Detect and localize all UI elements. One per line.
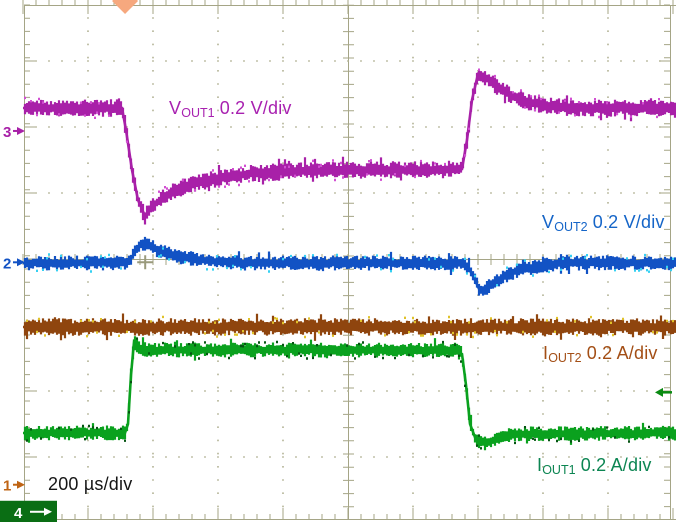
vout2-scale-text: 0.2 V/div — [587, 212, 665, 232]
iout2-subscript: OUT2 — [548, 351, 582, 365]
iout2-scale-label: IOUT2 0.2 A/div — [543, 344, 658, 367]
iout1-scale-label: IOUT1 0.2 A/div — [537, 456, 652, 479]
svg-text:4: 4 — [14, 505, 23, 522]
trace-i_out1 — [23, 336, 676, 451]
vout2-subscript: OUT2 — [554, 220, 588, 234]
trigger-position-marker — [112, 0, 139, 14]
vout1-symbol: V — [169, 98, 182, 118]
vout2-scale-label: VOUT2 0.2 V/div — [542, 213, 665, 236]
svg-text:3: 3 — [3, 124, 11, 141]
trace-v_out1 — [23, 68, 676, 225]
iout1-symbol: I — [537, 455, 543, 475]
iout1-subscript: OUT1 — [542, 463, 576, 477]
channel-4-marker: 4 — [0, 500, 57, 522]
iout2-symbol: I — [543, 343, 549, 363]
svg-text:1: 1 — [3, 478, 11, 495]
vout1-scale-label: VOUT1 0.2 V/div — [169, 99, 292, 122]
trace-v_out2 — [23, 236, 676, 296]
svg-text:2: 2 — [3, 255, 11, 272]
channel-3-marker: 3 — [3, 124, 25, 141]
channel-2-marker: 2 — [3, 255, 25, 272]
trigger-point-cross — [137, 255, 154, 270]
iout1-scale-text: 0.2 A/div — [575, 455, 652, 475]
vout1-scale-text: 0.2 V/div — [214, 98, 292, 118]
vout2-symbol: V — [542, 212, 555, 232]
trace-i_out2 — [23, 313, 676, 341]
vout1-subscript: OUT1 — [181, 106, 215, 120]
trigger-level-arrow — [655, 387, 672, 397]
timebase-label: 200 µs/div — [48, 474, 133, 494]
iout2-scale-text: 0.2 A/div — [581, 343, 658, 363]
channel-1-marker: 1 — [3, 478, 25, 495]
